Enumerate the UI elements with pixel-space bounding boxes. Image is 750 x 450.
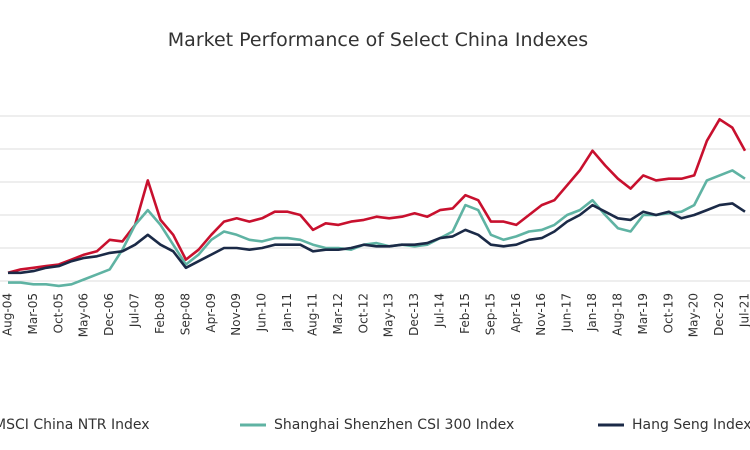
x-tick-label: Oct-19	[661, 293, 675, 333]
x-tick-label: Nov-09	[229, 293, 243, 336]
x-tick-label: Feb-15	[458, 293, 472, 334]
series-line	[7, 118, 747, 275]
x-tick-label: Jun-10	[255, 293, 269, 332]
x-tick-label: Dec-13	[407, 293, 421, 336]
x-tick-label: May-06	[77, 293, 91, 337]
x-tick-label: Feb-08	[153, 293, 167, 334]
x-tick-label: Sep-15	[483, 293, 497, 335]
x-tick-label: Apr-16	[509, 293, 523, 333]
x-tick-label: Jun-17	[560, 293, 574, 332]
legend-label: Hang Seng Index	[632, 417, 750, 433]
x-tick-label: Mar-12	[331, 293, 345, 334]
x-tick-label: Sep-08	[178, 293, 192, 335]
x-tick-label: Dec-06	[102, 293, 116, 336]
x-tick-label: May-13	[382, 293, 396, 337]
x-tick-label: Aug-18	[610, 293, 624, 336]
legend-label: Shanghai Shenzhen CSI 300 Index	[274, 417, 514, 433]
legend-label: MSCI China NTR Index	[0, 417, 150, 433]
series-line	[8, 202, 746, 275]
x-tick-label: Jul-07	[128, 293, 142, 328]
x-tick-label: Jul-21	[738, 293, 750, 328]
x-tick-label: Aug-11	[305, 293, 319, 336]
x-tick-label: Oct-12	[356, 293, 370, 333]
x-tick-label: Jul-14	[433, 293, 447, 328]
x-tick-label: Mar-19	[636, 293, 650, 334]
x-tick-label: Apr-09	[204, 293, 218, 333]
x-tick-label: Oct-05	[51, 293, 65, 333]
x-tick-label: Aug-04	[1, 293, 15, 336]
x-tick-label: Jan-18	[585, 293, 599, 332]
x-tick-label: May-20	[687, 293, 701, 337]
x-tick-label: Jan-11	[280, 293, 294, 332]
x-tick-label: Dec-20	[712, 293, 726, 336]
x-tick-label: Nov-16	[534, 293, 548, 336]
series-line	[8, 169, 746, 288]
x-tick-label: Mar-05	[26, 293, 40, 334]
chart-title: Market Performance of Select China Index…	[168, 29, 588, 51]
